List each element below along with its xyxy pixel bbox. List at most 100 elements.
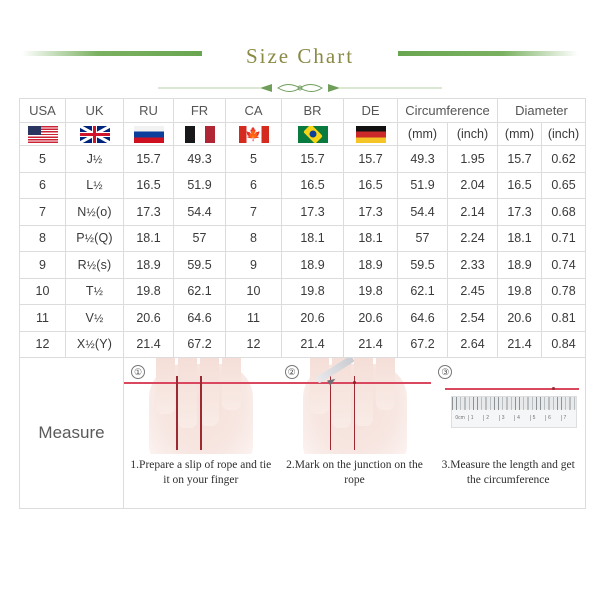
ruler-icon: 0cm 1 2 3 4 5 6 7 <box>451 396 578 428</box>
table-body: 5 J½ 15.7 49.3 5 15.7 15.7 49.3 1.95 15.7 0.62 6 L½ 1… <box>19 145 586 358</box>
col-header-de: DE <box>343 98 398 123</box>
uk-letter: P <box>76 231 85 246</box>
rope-end-dot <box>552 386 556 390</box>
measure-steps-cell: ① 1.Prepare a slip of rope and tie it on… <box>123 357 586 509</box>
step-3-badge: ③ <box>438 365 453 379</box>
flag-france-icon <box>173 122 226 146</box>
cell-circ-mm: 54.4 <box>397 198 448 226</box>
cell-circ-inch: 2.24 <box>447 224 498 252</box>
cell-usa: 12 <box>19 330 66 358</box>
table-row: 12 X½(Y) 21.4 67.2 12 21.4 21.4 67.2 2.64 21.4 0.8… <box>19 330 586 358</box>
cell-br: 16.5 <box>281 171 344 199</box>
table-header-labels: USA UK RU FR CA BR DE Circumference Diam… <box>19 98 586 123</box>
cell-circ-inch: 2.14 <box>447 198 498 226</box>
cell-circ-inch: 2.33 <box>447 251 498 279</box>
unit-diameter-inch: (inch) <box>541 122 586 146</box>
header-rule-right <box>398 51 578 56</box>
cell-diam-inch: 0.62 <box>541 145 586 173</box>
uk-fraction: ½ <box>85 339 95 352</box>
cell-fr: 49.3 <box>173 145 226 173</box>
cell-br: 19.8 <box>281 277 344 305</box>
cell-circ-mm: 64.6 <box>397 304 448 332</box>
col-header-usa: USA <box>19 98 66 123</box>
measure-step-1: ① 1.Prepare a slip of rope and tie it on… <box>124 358 278 508</box>
step-3-illustration: ③ 0cm 1 2 3 4 5 6 7 <box>431 358 586 454</box>
uk-suffix: (Y) <box>94 337 113 352</box>
step-2-illustration: ② <box>277 358 432 454</box>
ruler-ticks <box>452 397 577 410</box>
rope-vertical-left <box>176 376 178 450</box>
uk-letter: T <box>85 284 94 299</box>
col-header-ca: CA <box>225 98 282 123</box>
cell-uk: J½ <box>65 145 124 173</box>
cell-ru: 18.9 <box>123 251 174 279</box>
cell-fr: 62.1 <box>173 277 226 305</box>
cell-uk: L½ <box>65 171 124 199</box>
step-1-badge: ① <box>131 365 145 379</box>
cell-diam-inch: 0.81 <box>541 304 586 332</box>
cell-br: 17.3 <box>281 198 344 226</box>
cell-circ-mm: 62.1 <box>397 277 448 305</box>
cell-circ-mm: 57 <box>397 224 448 252</box>
cell-de: 18.9 <box>343 251 398 279</box>
cell-diam-inch: 0.84 <box>541 330 586 358</box>
header-flourish-ornament <box>158 84 442 92</box>
ruler-tick-label: 6 <box>545 415 560 421</box>
col-header-br: BR <box>281 98 344 123</box>
cell-de: 19.8 <box>343 277 398 305</box>
page-header: Size Chart <box>0 20 600 98</box>
uk-fraction: ½ <box>86 206 96 219</box>
page-title: Size Chart <box>245 43 355 68</box>
cell-circ-inch: 2.04 <box>447 171 498 199</box>
uk-fraction: ½ <box>84 233 95 246</box>
cell-circ-mm: 67.2 <box>397 330 448 358</box>
cell-diam-mm: 15.7 <box>497 145 542 173</box>
uk-fraction: ½ <box>93 180 103 193</box>
cell-de: 15.7 <box>343 145 398 173</box>
unit-circumference-mm: (mm) <box>397 122 448 146</box>
header-rule-left <box>22 51 202 56</box>
cell-diam-mm: 18.1 <box>497 224 542 252</box>
cell-circ-inch: 2.54 <box>447 304 498 332</box>
cell-circ-inch: 2.64 <box>447 330 498 358</box>
cell-br: 18.1 <box>281 224 344 252</box>
cell-ca: 7 <box>225 198 282 226</box>
rope-measured-line <box>445 388 580 390</box>
cell-de: 18.1 <box>343 224 398 252</box>
cell-diam-mm: 19.8 <box>497 277 542 305</box>
ruler-tick-label: 1 <box>467 415 483 421</box>
table-row: 6 L½ 16.5 51.9 6 16.5 16.5 51.9 2.04 16.5 0.65 <box>19 171 586 199</box>
mark-dot-right <box>352 381 356 384</box>
cell-diam-mm: 20.6 <box>497 304 542 332</box>
cell-de: 16.5 <box>343 171 398 199</box>
cell-ru: 19.8 <box>123 277 174 305</box>
flag-germany-icon <box>343 122 398 146</box>
cell-usa: 11 <box>19 304 66 332</box>
uk-letter: X <box>76 337 86 352</box>
mark-dot-left <box>328 381 332 384</box>
cell-fr: 51.9 <box>173 171 226 199</box>
uk-letter: N <box>77 204 87 219</box>
measure-section: Measure ① 1.Prepare a slip of rope and <box>19 357 586 509</box>
cell-uk: X½(Y) <box>65 330 124 358</box>
table-row: 7 N½(o) 17.3 54.4 7 17.3 17.3 54.4 2.14 17.3 0.68 <box>19 198 586 226</box>
ring-size-table: USA UK RU FR CA BR DE Circumference Diam… <box>19 98 586 509</box>
cell-ru: 18.1 <box>123 224 174 252</box>
cell-ca: 8 <box>225 224 282 252</box>
cell-fr: 57 <box>173 224 226 252</box>
measure-step-3: ③ 0cm 1 2 3 4 5 6 7 3.Measure the length and ge… <box>431 358 586 508</box>
cell-ru: 21.4 <box>123 330 174 358</box>
table-header-flags: 🍁 (mm) (inch) (mm) (inch) <box>19 122 586 146</box>
cell-fr: 54.4 <box>173 198 226 226</box>
unit-circumference-inch: (inch) <box>447 122 498 146</box>
cell-diam-mm: 18.9 <box>497 251 542 279</box>
cell-fr: 59.5 <box>173 251 226 279</box>
ruler-tick-label: 7 <box>560 415 576 421</box>
cell-br: 15.7 <box>281 145 344 173</box>
cell-ru: 16.5 <box>123 171 174 199</box>
uk-suffix: (Q) <box>94 231 113 246</box>
table-row: 10 T½ 19.8 62.1 10 19.8 19.8 62.1 2.45 19.8 0.78 <box>19 277 586 305</box>
flag-uk-icon <box>65 122 124 146</box>
step-3-caption: 3.Measure the length and get the circumf… <box>441 459 575 486</box>
uk-fraction: ½ <box>94 312 104 325</box>
